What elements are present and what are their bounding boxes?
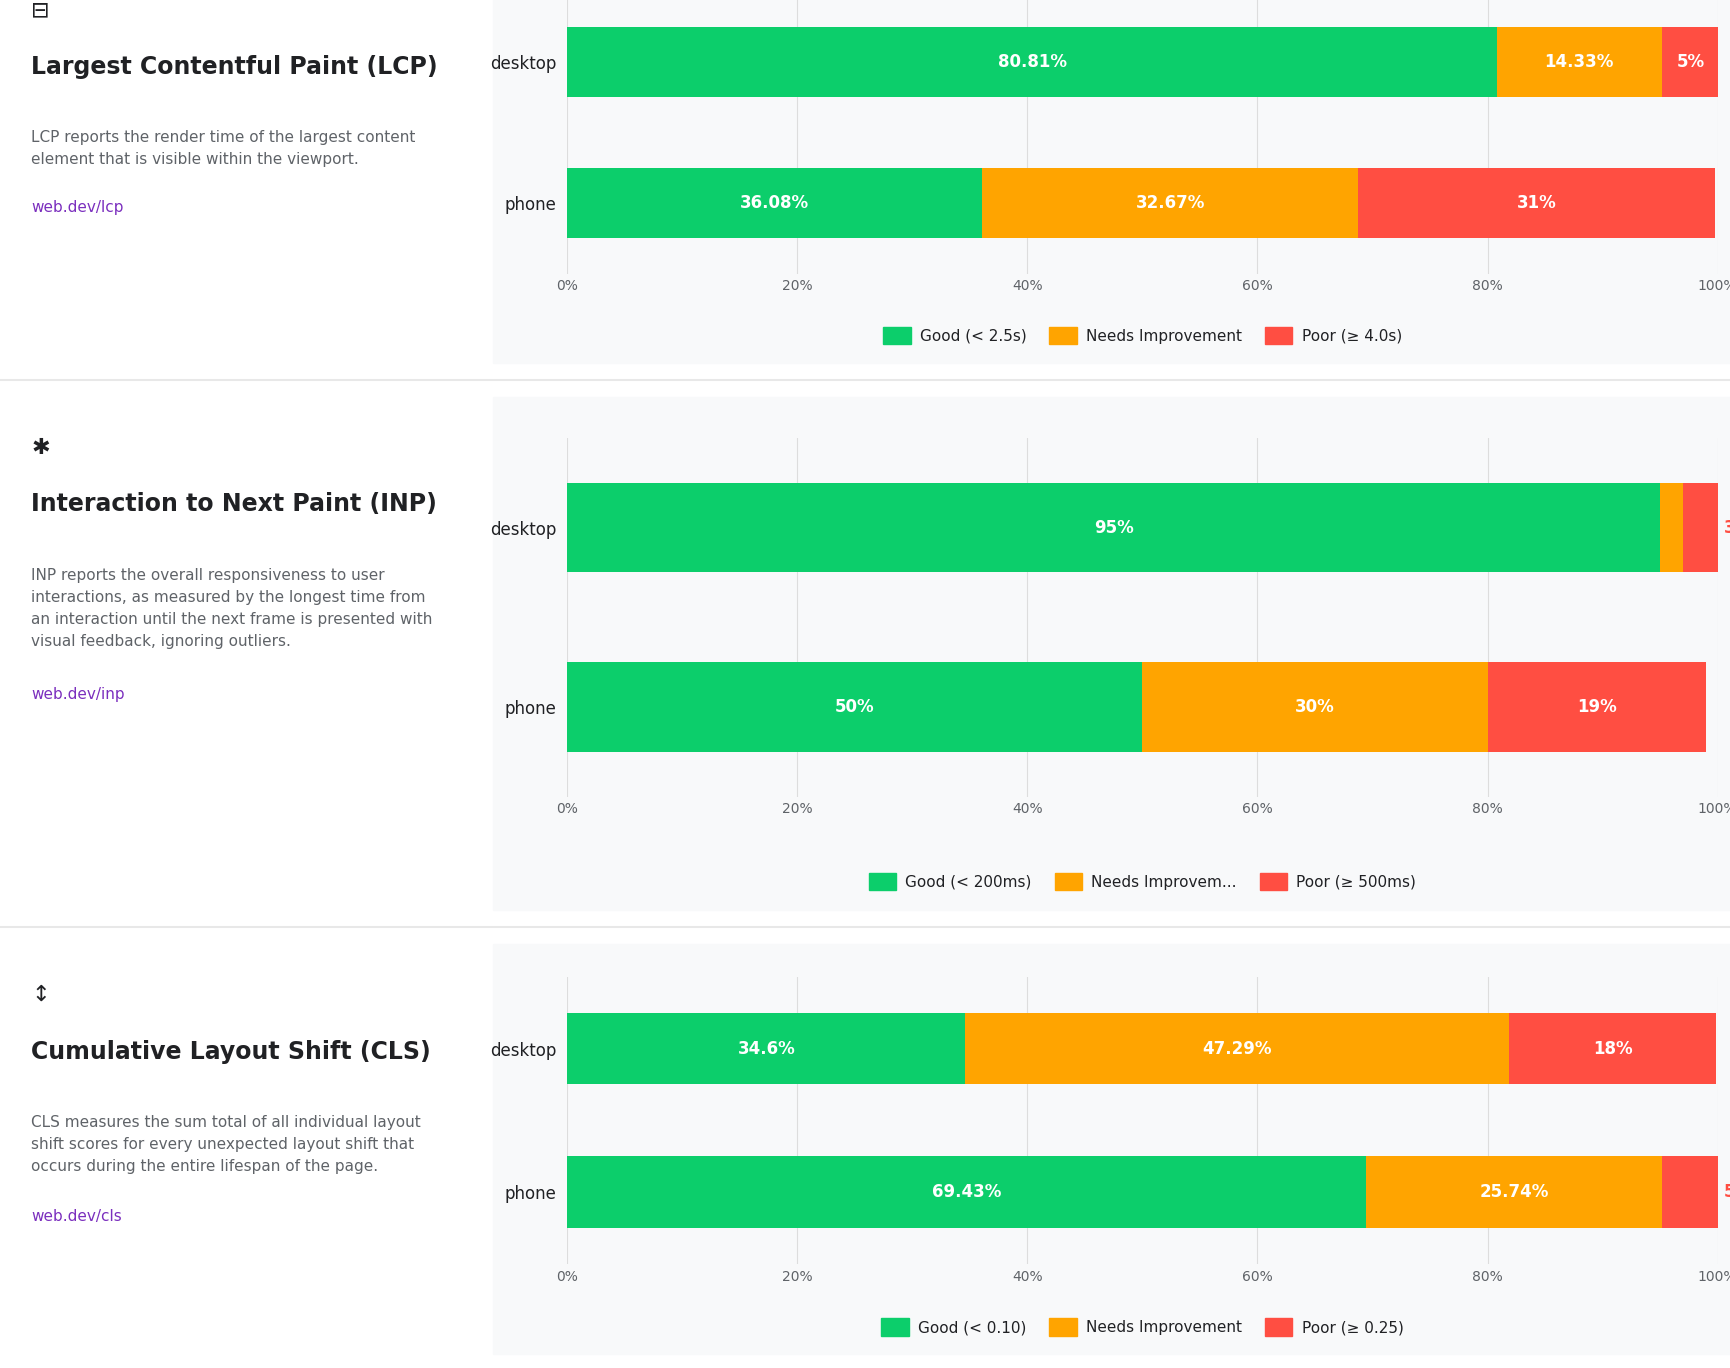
Bar <box>1663 1156 1720 1228</box>
Bar <box>567 483 1661 572</box>
Text: 34.6%: 34.6% <box>737 1040 796 1057</box>
Bar <box>1509 1012 1716 1085</box>
Bar <box>1488 662 1706 752</box>
Text: Cumulative Layout Shift (CLS): Cumulative Layout Shift (CLS) <box>31 1040 431 1064</box>
Text: ✱: ✱ <box>31 438 50 458</box>
Text: 14.33%: 14.33% <box>1545 53 1614 71</box>
Legend: Good (< 200ms), Needs Improvem..., Poor (≥ 500ms): Good (< 200ms), Needs Improvem..., Poor … <box>863 866 1422 896</box>
Bar <box>567 168 983 238</box>
Text: 69.43%: 69.43% <box>932 1183 1002 1201</box>
Bar <box>1683 483 1718 572</box>
Text: web.dev/inp: web.dev/inp <box>31 687 125 702</box>
Bar <box>983 168 1358 238</box>
Bar <box>567 662 1142 752</box>
Bar <box>567 1012 965 1085</box>
Text: 32.67%: 32.67% <box>1135 194 1204 212</box>
Bar <box>567 26 1496 97</box>
Text: LCP reports the render time of the largest content
element that is visible withi: LCP reports the render time of the large… <box>31 130 415 167</box>
Bar <box>965 1012 1509 1085</box>
Text: 95%: 95% <box>1093 518 1133 536</box>
Text: 30%: 30% <box>1296 698 1336 715</box>
Bar <box>1358 168 1714 238</box>
Text: ↕: ↕ <box>31 985 50 1005</box>
Bar <box>1367 1156 1663 1228</box>
Text: 36.08%: 36.08% <box>740 194 810 212</box>
Text: Largest Contentful Paint (LCP): Largest Contentful Paint (LCP) <box>31 55 438 79</box>
Text: INP reports the overall responsiveness to user
interactions, as measured by the : INP reports the overall responsiveness t… <box>31 568 432 650</box>
Text: 25.74%: 25.74% <box>1479 1183 1548 1201</box>
Text: 5%: 5% <box>1723 1183 1730 1201</box>
Bar <box>1496 26 1663 97</box>
Bar <box>1142 662 1488 752</box>
Text: 32%: 32% <box>1723 518 1730 536</box>
Bar <box>567 1156 1367 1228</box>
Text: CLS measures the sum total of all individual layout
shift scores for every unexp: CLS measures the sum total of all indivi… <box>31 1115 420 1174</box>
Text: ⊟: ⊟ <box>31 0 50 21</box>
Text: Interaction to Next Paint (INP): Interaction to Next Paint (INP) <box>31 492 438 517</box>
Text: 18%: 18% <box>1593 1040 1633 1057</box>
Text: 50%: 50% <box>836 698 875 715</box>
Text: 5%: 5% <box>1676 53 1704 71</box>
Text: 19%: 19% <box>1578 698 1618 715</box>
Text: 31%: 31% <box>1517 194 1557 212</box>
Bar <box>1663 26 1720 97</box>
Legend: Good (< 2.5s), Needs Improvement, Poor (≥ 4.0s): Good (< 2.5s), Needs Improvement, Poor (… <box>877 320 1408 350</box>
Text: web.dev/lcp: web.dev/lcp <box>31 200 123 215</box>
Text: web.dev/cls: web.dev/cls <box>31 1209 121 1224</box>
Legend: Good (< 0.10), Needs Improvement, Poor (≥ 0.25): Good (< 0.10), Needs Improvement, Poor (… <box>875 1312 1410 1342</box>
Text: 47.29%: 47.29% <box>1202 1040 1272 1057</box>
Text: 80.81%: 80.81% <box>998 53 1067 71</box>
Bar <box>1661 483 1683 572</box>
